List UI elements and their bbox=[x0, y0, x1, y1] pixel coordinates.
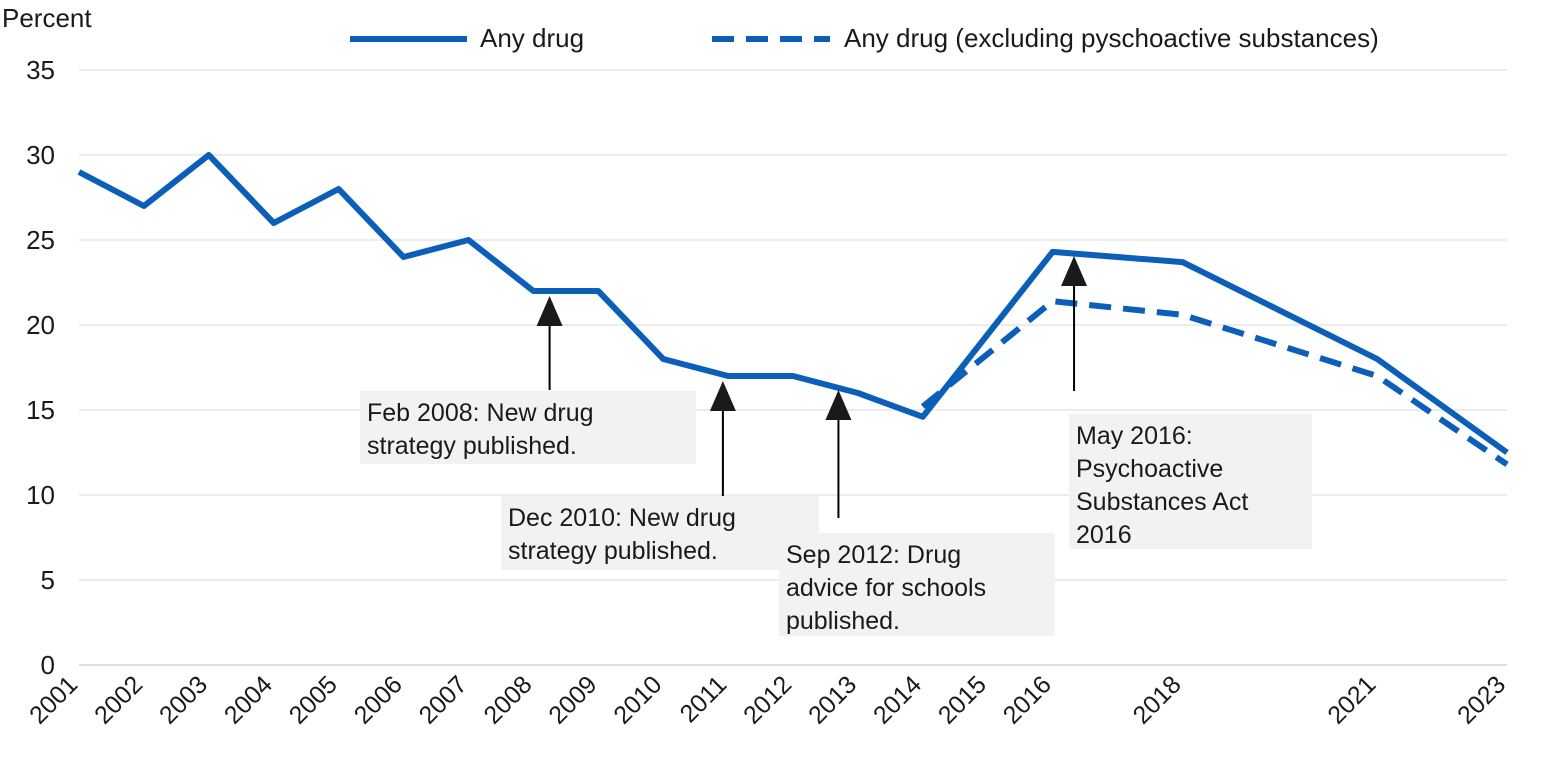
series-line-any-drug bbox=[77, 152, 1509, 455]
y-axis-label: Percent bbox=[2, 3, 92, 33]
x-tick-label: 2013 bbox=[803, 670, 862, 729]
x-tick-label: 2021 bbox=[1322, 670, 1381, 729]
x-tick-label: 2012 bbox=[738, 670, 797, 729]
x-tick-label: 2003 bbox=[154, 670, 213, 729]
x-tick-label: 2010 bbox=[608, 670, 667, 729]
x-tick-label: 2009 bbox=[543, 670, 602, 729]
x-tick-label: 2001 bbox=[24, 670, 83, 729]
legend-label-any-drug: Any drug bbox=[480, 23, 585, 53]
annotation-arrows bbox=[536, 256, 1088, 518]
annotation-arrow-head bbox=[536, 296, 563, 326]
y-tick-label: 10 bbox=[26, 480, 55, 510]
y-tick-label: 35 bbox=[26, 55, 55, 85]
y-tick-label: 30 bbox=[26, 140, 55, 170]
x-tick-label: 2007 bbox=[414, 670, 473, 729]
y-tick-label: 5 bbox=[41, 565, 55, 595]
x-tick-label: 2002 bbox=[89, 670, 148, 729]
annotation-may-2016: May 2016: Psychoactive Substances Act 20… bbox=[1069, 414, 1312, 549]
series-lines bbox=[77, 152, 1509, 467]
annotation-feb-2008: Feb 2008: New drug strategy published. bbox=[360, 391, 696, 464]
x-tick-label: 2023 bbox=[1452, 670, 1511, 729]
x-tick-label: 2004 bbox=[219, 670, 278, 729]
x-tick-label: 2008 bbox=[478, 670, 537, 729]
x-axis-ticks: 2001 2002 2003 2004 2005 2006 2007 2008 2009 2010… bbox=[24, 670, 1511, 729]
annotation-dec-2010: Dec 2010: New drug strategy published. bbox=[501, 496, 819, 570]
series-line-any-drug-excluding bbox=[920, 298, 1509, 467]
annotation-sep-2012: Sep 2012: Drug advice for schools publis… bbox=[779, 533, 1055, 636]
annotation-arrow-head bbox=[709, 381, 736, 411]
annotation-arrow-head bbox=[825, 390, 852, 420]
x-tick-label: 2016 bbox=[998, 670, 1057, 729]
x-tick-label: 2006 bbox=[349, 670, 408, 729]
y-tick-label: 25 bbox=[26, 225, 55, 255]
y-tick-label: 0 bbox=[41, 650, 55, 680]
gridlines bbox=[79, 69, 1507, 666]
x-tick-label: 2014 bbox=[868, 670, 927, 729]
legend-label-any-drug-excluding: Any drug (excluding pyschoactive substan… bbox=[844, 23, 1379, 53]
y-axis-ticks: 0 5 10 15 20 25 30 35 bbox=[26, 55, 55, 680]
y-tick-label: 20 bbox=[26, 310, 55, 340]
annotation-arrow-head bbox=[1061, 256, 1088, 286]
x-tick-label: 2011 bbox=[675, 670, 733, 728]
y-tick-label: 15 bbox=[26, 395, 55, 425]
x-tick-label: 2015 bbox=[933, 670, 992, 729]
x-tick-label: 2018 bbox=[1128, 670, 1187, 729]
x-tick-label: 2005 bbox=[284, 670, 343, 729]
